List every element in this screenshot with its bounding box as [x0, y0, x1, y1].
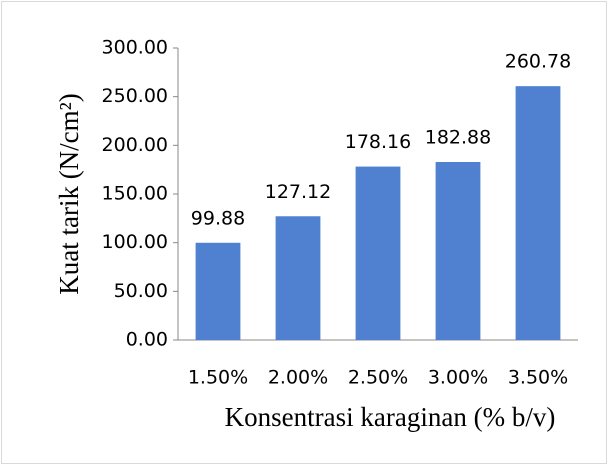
bar [515, 86, 561, 340]
y-tick-label: 300.00 [102, 37, 168, 59]
y-tick-label: 200.00 [102, 134, 168, 156]
y-tick-label: 0.00 [126, 329, 168, 351]
data-label: 260.78 [505, 51, 571, 73]
y-tick-label: 50.00 [114, 280, 168, 302]
bar [355, 166, 401, 340]
data-label: 178.16 [345, 131, 411, 153]
x-tick-label: 3.00% [428, 367, 488, 389]
bar [275, 216, 321, 340]
y-axis-title: Kuat tarik (N/cm²) [54, 93, 84, 295]
x-tick-label: 1.50% [188, 367, 248, 389]
x-axis-title: Konsentrasi karaginan (% b/v) [225, 402, 556, 432]
x-tick-label: 2.50% [348, 367, 408, 389]
data-label: 127.12 [265, 181, 331, 203]
y-tick-label: 100.00 [102, 231, 168, 253]
data-label: 182.88 [425, 126, 491, 148]
bar [435, 161, 481, 340]
x-tick-label: 2.00% [268, 367, 328, 389]
bar [195, 242, 241, 340]
data-label: 99.88 [191, 207, 245, 229]
y-tick-label: 250.00 [102, 85, 168, 107]
x-tick-label: 3.50% [508, 367, 568, 389]
y-tick-label: 150.00 [102, 183, 168, 205]
